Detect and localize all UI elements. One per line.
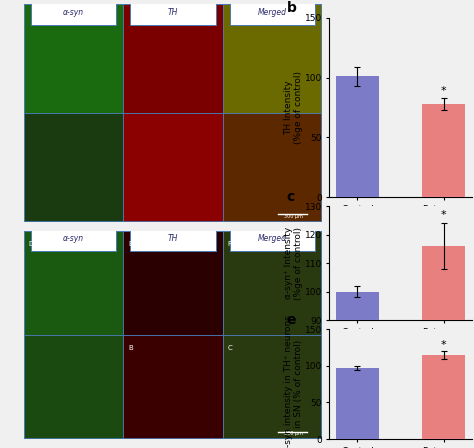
Bar (123, 231, 223, 335)
FancyBboxPatch shape (31, 0, 116, 25)
Bar (223, 4, 322, 113)
Text: C: C (228, 345, 233, 351)
Text: α-syn: α-syn (63, 8, 84, 17)
Bar (24, 4, 123, 113)
Bar (24, 231, 123, 335)
Text: *: * (441, 86, 447, 95)
Bar (336, 368, 379, 439)
Text: *: * (441, 211, 447, 220)
Bar (336, 77, 379, 197)
Text: B: B (128, 345, 133, 351)
FancyBboxPatch shape (0, 371, 22, 403)
FancyBboxPatch shape (130, 0, 216, 25)
Bar (336, 292, 379, 448)
Bar (223, 113, 322, 222)
Text: b: b (287, 1, 297, 15)
Y-axis label: α-syn intensity in TH⁺ neurons
in SN (% of control): α-syn intensity in TH⁺ neurons in SN (% … (284, 315, 303, 448)
Text: e: e (287, 313, 296, 327)
Bar (24, 335, 123, 439)
Bar (223, 231, 322, 335)
Text: Merged: Merged (258, 8, 287, 17)
Bar (422, 355, 465, 439)
Bar (123, 335, 223, 439)
FancyBboxPatch shape (130, 225, 216, 250)
Text: F: F (228, 241, 232, 247)
Text: Merged: Merged (258, 233, 287, 242)
Y-axis label: TH Intensity
(%ge of control): TH Intensity (%ge of control) (284, 71, 303, 144)
Bar (123, 113, 223, 222)
FancyBboxPatch shape (230, 225, 315, 250)
Text: TH: TH (168, 233, 178, 242)
Bar (422, 104, 465, 197)
FancyBboxPatch shape (230, 0, 315, 25)
FancyBboxPatch shape (31, 225, 116, 250)
Text: α-syn: α-syn (63, 233, 84, 242)
Text: E: E (128, 241, 133, 247)
Text: TH: TH (168, 8, 178, 17)
FancyBboxPatch shape (0, 151, 22, 184)
FancyBboxPatch shape (0, 43, 22, 75)
Text: *: * (441, 340, 447, 350)
Bar (223, 335, 322, 439)
Bar (123, 4, 223, 113)
Text: D: D (28, 241, 34, 247)
Text: 300 μm: 300 μm (284, 214, 303, 219)
Text: 300 μm: 300 μm (284, 431, 303, 436)
Y-axis label: α-syn⁺ Intensity
(%ge of control): α-syn⁺ Intensity (%ge of control) (284, 227, 303, 300)
FancyBboxPatch shape (0, 267, 22, 298)
Text: c: c (287, 190, 295, 203)
Bar (24, 113, 123, 222)
Bar (422, 246, 465, 448)
